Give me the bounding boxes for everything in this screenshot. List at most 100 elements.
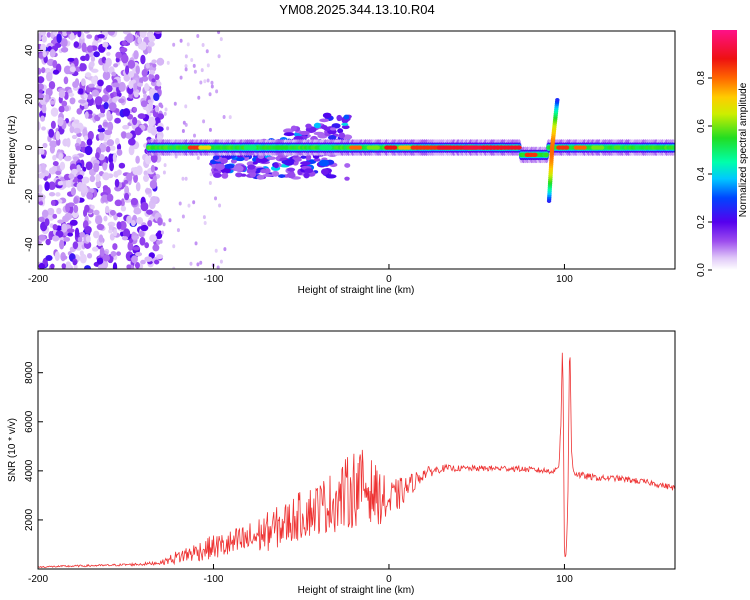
- heatmap-spread-cell: [234, 165, 244, 173]
- heatmap-noise-cell: [208, 181, 212, 186]
- heatmap-noise-cell: [38, 76, 45, 84]
- heatmap-noise-cell: [68, 92, 75, 97]
- heatmap-noise-cell: [121, 40, 127, 46]
- heatmap-noise-cell: [73, 119, 80, 124]
- heatmap-noise-cell: [194, 241, 198, 246]
- heatmap-noise-cell: [150, 164, 155, 173]
- snr-y-label: SNR (10 * v/v): [7, 418, 18, 482]
- heatmap-noise-cell: [38, 172, 45, 179]
- heatmap-noise-cell: [147, 41, 155, 47]
- heatmap-noise-cell: [51, 165, 58, 172]
- heatmap-spread-cell: [338, 132, 346, 139]
- heatmap-noise-cell: [189, 261, 193, 266]
- snr-x-label: Height of straight line (km): [298, 585, 415, 596]
- heatmap-spread-cell: [300, 155, 307, 159]
- heatmap-spread-cell: [294, 158, 302, 162]
- heatmap-noise-cell: [206, 78, 210, 83]
- heatmap-noise-cell: [141, 75, 149, 82]
- heatmap-noise-cell: [126, 172, 133, 182]
- snr-frame: [37, 330, 676, 570]
- heatmap-noise-cell: [97, 79, 104, 87]
- heatmap-spike-cell: [555, 97, 560, 102]
- heatmap-noise-cell: [50, 107, 59, 117]
- heatmap-noise-cell: [184, 54, 188, 59]
- heatmap-noise-cell: [90, 56, 96, 62]
- heatmap-noise-cell: [108, 153, 114, 164]
- colorbar-gradient: [712, 30, 737, 270]
- heatmap-spread-cell: [303, 172, 310, 179]
- heatmap-noise-cell: [38, 89, 43, 94]
- heatmap-noise-cell: [62, 31, 68, 37]
- heatmap-noise-cell: [192, 63, 196, 68]
- heatmap-spread-cell: [213, 172, 222, 178]
- heatmap-noise-cell: [61, 223, 68, 233]
- heatmap-noise-cell: [84, 104, 89, 110]
- heatmap-noise-cell: [95, 152, 100, 159]
- heatmap-noise-cell: [79, 63, 87, 72]
- heatmap-noise-cell: [219, 37, 223, 42]
- heatmap-peak-cell: [563, 145, 570, 150]
- heatmap-noise-cell: [128, 70, 135, 78]
- heatmap-noise-cell: [144, 256, 153, 262]
- heatmap-noise-cell: [140, 224, 149, 232]
- heatmap-noise-cell: [155, 126, 164, 132]
- heatmap-noise-cell: [79, 231, 86, 238]
- heatmap-spread-cell: [331, 123, 341, 129]
- heatmap-spread-cell: [305, 123, 312, 129]
- heatmap-noise-cell: [160, 104, 164, 109]
- heatmap-noise-cell: [38, 234, 46, 241]
- heatmap-noise-cell: [186, 42, 190, 47]
- snr-x-tick-label: 100: [556, 574, 573, 585]
- heatmap-noise-cell: [90, 68, 99, 73]
- heatmap-spread-cell: [304, 168, 314, 174]
- heatmap-noise-cell: [68, 173, 75, 179]
- heatmap-noise-cell: [106, 139, 115, 147]
- heatmap-noise-cell: [102, 162, 108, 171]
- heatmap-noise-cell: [81, 78, 86, 87]
- heatmap-spread-cell: [256, 174, 265, 180]
- heatmap-noise-cell: [135, 251, 143, 257]
- heatmap-noise-cell: [57, 116, 64, 127]
- heatmap-noise-cell: [131, 219, 136, 227]
- heatmap-spread-cell: [223, 163, 235, 169]
- heatmap-noise-cell: [77, 31, 82, 38]
- heatmap-noise-cell: [82, 128, 88, 138]
- heatmap-noise-cell: [125, 65, 130, 75]
- heatmap-noise-cell: [113, 63, 119, 68]
- heatmap-noise-cell: [98, 132, 105, 141]
- heatmap-noise-cell: [97, 34, 105, 39]
- heatmap-noise-cell: [102, 121, 109, 127]
- snr-y-tick-label: 8000: [24, 361, 35, 384]
- heatmap-noise-cell: [89, 61, 95, 68]
- heatmap-noise-cell: [44, 181, 50, 192]
- heatmap-spread-cell: [220, 157, 228, 164]
- heatmap-noise-cell: [71, 134, 78, 140]
- heatmap-noise-cell: [118, 81, 126, 92]
- heatmap-noise-cell: [83, 135, 89, 141]
- heatmap-noise-cell: [50, 199, 56, 206]
- heatmap-noise-cell: [214, 248, 218, 253]
- heatmap-noise-cell: [69, 66, 76, 73]
- heatmap-spread-cell: [313, 158, 321, 162]
- heatmap-noise-cell: [144, 82, 150, 92]
- heatmap-noise-cell: [81, 176, 90, 184]
- heatmap-noise-cell: [148, 116, 156, 127]
- heatmap-noise-cell: [83, 208, 88, 218]
- spectrogram-x-label: Height of straight line (km): [298, 285, 415, 296]
- heatmap-spread-cell: [281, 160, 289, 164]
- heatmap-noise-cell: [60, 37, 68, 48]
- heatmap-noise-cell: [121, 236, 129, 241]
- heatmap-noise-cell: [93, 209, 100, 216]
- heatmap-noise-cell: [48, 181, 56, 190]
- heatmap-noise-cell: [91, 246, 99, 252]
- heatmap-spread-cell: [286, 172, 296, 179]
- heatmap-noise-cell: [168, 218, 172, 223]
- heatmap-spread-cell: [322, 112, 332, 119]
- heatmap-noise-cell: [116, 149, 123, 156]
- heatmap-noise-cell: [38, 83, 44, 91]
- heatmap-noise-cell: [72, 81, 79, 89]
- heatmap-peak-cell: [205, 145, 212, 150]
- heatmap-spread-cell: [278, 174, 286, 178]
- heatmap-noise-cell: [210, 84, 214, 89]
- heatmap-noise-cell: [86, 191, 94, 200]
